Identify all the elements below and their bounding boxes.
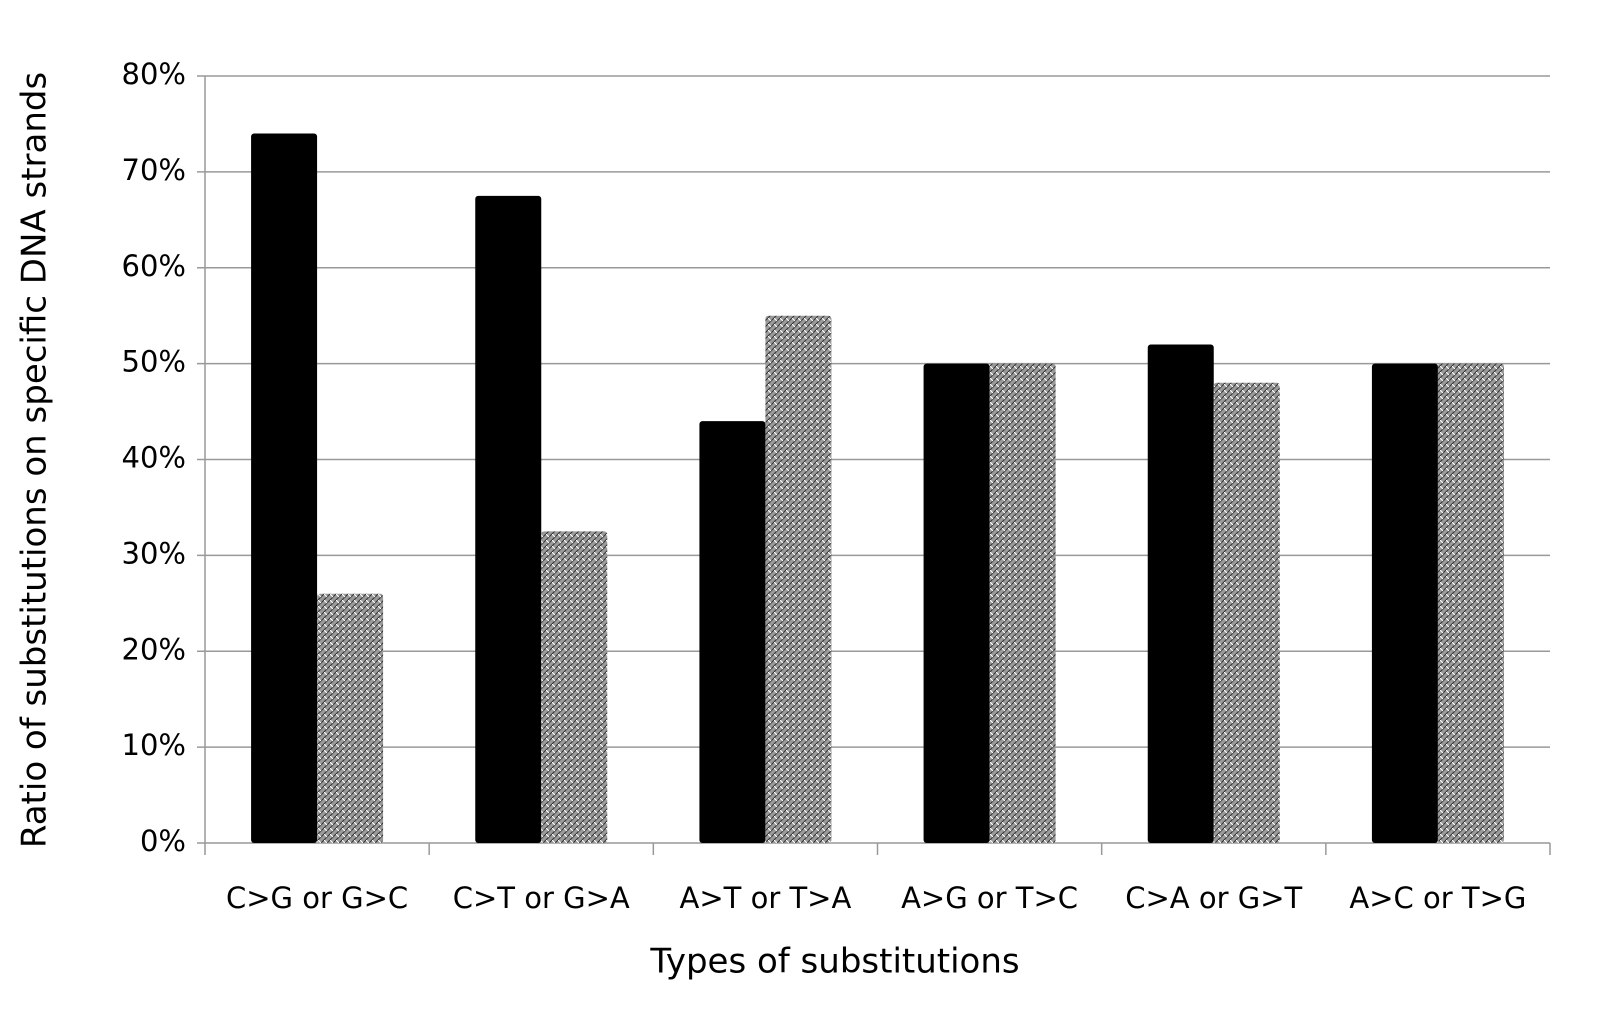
x-axis-title: Types of substitutions (649, 942, 1019, 982)
bar (1147, 344, 1214, 843)
bar (923, 363, 990, 843)
bar (699, 421, 766, 843)
bar (475, 195, 542, 843)
y-tick-label: 10% (122, 728, 186, 762)
x-tick-label: C>T or G>A (453, 881, 630, 915)
bar (765, 315, 832, 843)
bar (1213, 382, 1280, 843)
y-tick-label: 60% (122, 249, 186, 283)
bar (317, 593, 384, 843)
bar (541, 531, 608, 843)
bar (1437, 363, 1504, 843)
x-tick-label: A>C or T>G (1349, 881, 1526, 915)
x-tick-label: A>T or T>A (680, 881, 852, 915)
x-tick-label: A>G or T>C (901, 881, 1078, 915)
y-tick-label: 20% (122, 632, 186, 666)
y-tick-label: 70% (122, 153, 186, 187)
y-tick-label: 30% (122, 536, 186, 570)
y-axis-title: Ratio of substitutions on specific DNA s… (15, 72, 55, 848)
x-tick-label: C>G or G>C (226, 881, 408, 915)
bar (251, 133, 318, 843)
y-tick-label: 0% (140, 824, 186, 858)
x-tick-label: C>A or G>T (1125, 881, 1302, 915)
bar (1371, 363, 1438, 843)
y-tick-label: 40% (122, 441, 186, 475)
bar (989, 363, 1056, 843)
y-tick-label: 80% (122, 57, 186, 91)
y-tick-label: 50% (122, 345, 186, 379)
